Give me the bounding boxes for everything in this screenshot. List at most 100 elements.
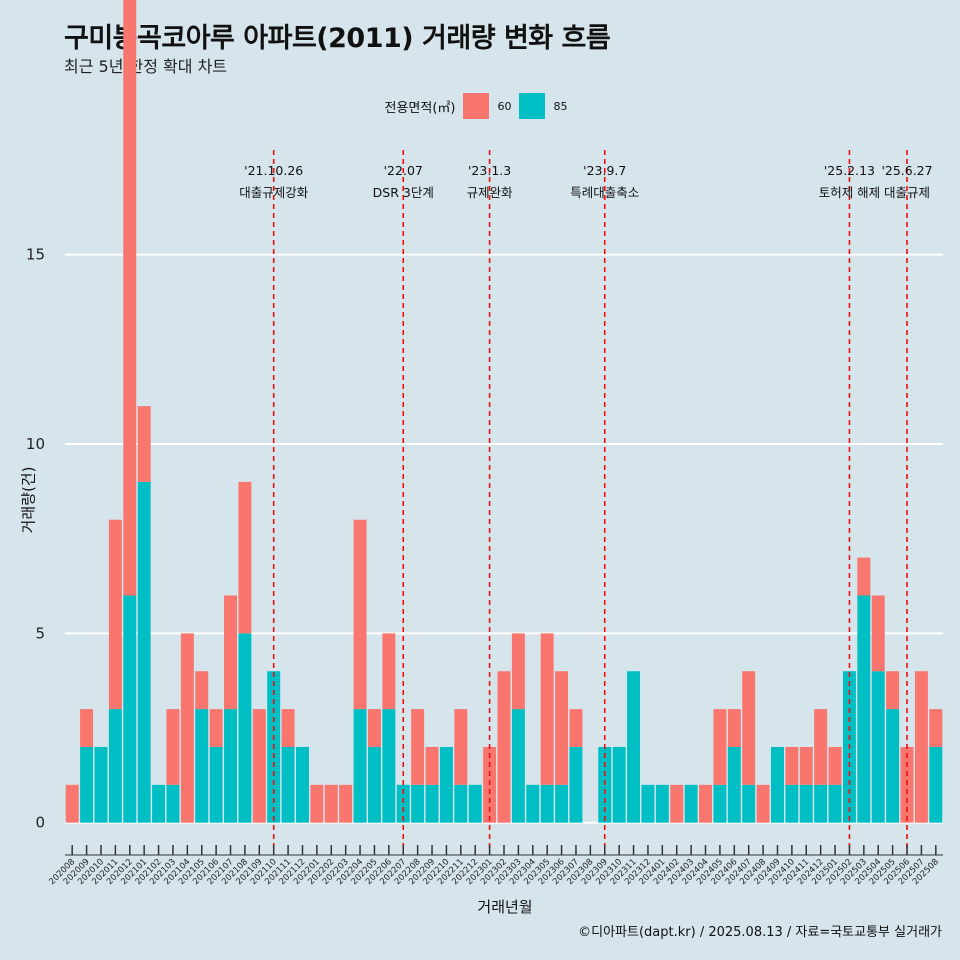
bar-60	[814, 709, 828, 785]
bar-60	[497, 671, 511, 823]
bar-60	[857, 557, 871, 596]
bar-60	[929, 709, 943, 747]
event-date-label: '25.2.13	[824, 163, 875, 178]
bar-60	[828, 746, 842, 785]
bar-85	[555, 784, 569, 823]
legend-key-60	[463, 93, 490, 119]
bar-85	[94, 746, 108, 823]
bar-60	[713, 709, 727, 785]
bar-85	[224, 709, 238, 823]
x-axis-label: 거래년월	[477, 898, 533, 916]
event-label: 토허제 해제	[819, 185, 880, 200]
bar-85	[281, 746, 295, 823]
bar-60	[871, 595, 885, 672]
bar-85	[382, 709, 396, 823]
bar-85	[396, 784, 410, 823]
bar-85	[540, 784, 554, 823]
bar-60	[65, 784, 79, 823]
bar-60	[324, 784, 338, 823]
event-label: 대출규제	[884, 185, 930, 200]
bar-60	[555, 671, 569, 785]
bar-85	[209, 746, 223, 823]
bar-60	[785, 746, 799, 785]
bar-60	[699, 784, 712, 823]
bar-60	[339, 784, 353, 823]
bar-60	[799, 746, 813, 785]
bar-85	[137, 481, 151, 823]
legend: 전용면적(㎡) 60 85	[0, 93, 960, 119]
bar-60	[238, 481, 252, 634]
bar-60	[670, 784, 684, 823]
y-tick-label: 15	[26, 246, 45, 264]
bar-85	[871, 671, 885, 823]
legend-title: 전용면적(㎡)	[384, 100, 456, 116]
bar-85	[108, 709, 122, 823]
bar-60	[209, 709, 223, 747]
event-date-label: '21.10.26	[244, 163, 303, 178]
bar-85	[166, 784, 180, 823]
bar-85	[80, 746, 94, 823]
bar-85	[367, 746, 381, 823]
bar-60	[886, 671, 900, 710]
bar-60	[310, 784, 324, 823]
event-date-label: '23.1.3	[468, 163, 511, 178]
bar-60	[123, 0, 137, 596]
legend-key-85	[519, 93, 546, 119]
bar-60	[353, 519, 367, 710]
bar-85	[123, 595, 137, 823]
bar-85	[785, 784, 799, 823]
event-date-label: '23.9.7	[583, 163, 626, 178]
bar-60	[411, 709, 425, 785]
bar-60	[540, 633, 554, 785]
bar-60	[166, 709, 180, 785]
bar-85	[612, 746, 626, 823]
bar-85	[569, 746, 583, 823]
y-tick-label: 5	[35, 624, 45, 642]
bar-60	[195, 671, 209, 710]
event-date-label: '25.6.27	[881, 163, 932, 178]
chart-subtitle: 최근 5년 한정 확대 차트	[64, 57, 228, 76]
event-label: 규제완화	[467, 185, 514, 200]
bar-85	[425, 784, 439, 823]
bar-85	[828, 784, 842, 823]
bar-85	[857, 595, 871, 823]
bar-85	[627, 671, 641, 823]
bar-60	[224, 595, 238, 710]
bar-60	[727, 709, 741, 747]
bar-85	[411, 784, 425, 823]
bar-85	[468, 784, 482, 823]
event-label: 특례대출축소	[570, 185, 639, 200]
bar-60	[756, 784, 770, 823]
bar-60	[281, 709, 295, 747]
bar-85	[641, 784, 655, 823]
bar-85	[152, 784, 166, 823]
bar-60	[382, 633, 396, 710]
legend-label-85: 85	[553, 99, 568, 113]
bar-60	[425, 746, 439, 785]
bar-85	[195, 709, 209, 823]
bar-85	[655, 784, 669, 823]
y-axis-label: 거래량(건)	[19, 466, 38, 534]
bar-85	[713, 784, 727, 823]
bar-85	[684, 784, 698, 823]
source-credit: ©디아파트(dapt.kr) / 2025.08.13 / 자료=국토교통부 실…	[578, 925, 942, 940]
bar-85	[770, 746, 784, 823]
bar-85	[886, 709, 900, 823]
bar-85	[238, 633, 252, 823]
event-label: DSR 3단계	[373, 185, 434, 200]
bar-60	[137, 406, 151, 482]
y-tick-label: 0	[35, 814, 45, 832]
bar-60	[742, 671, 756, 785]
bar-85	[814, 784, 828, 823]
bar-60	[511, 633, 525, 710]
bar-85	[742, 784, 756, 823]
bar-85	[799, 784, 813, 823]
chart-title: 구미봉곡코아루 아파트(2011) 거래량 변화 흐름	[64, 23, 611, 54]
y-tick-label: 10	[26, 435, 45, 453]
bar-85	[454, 784, 468, 823]
bar-85	[353, 709, 367, 823]
bar-60	[454, 709, 468, 785]
legend-label-60: 60	[497, 99, 512, 113]
bar-85	[511, 709, 525, 823]
